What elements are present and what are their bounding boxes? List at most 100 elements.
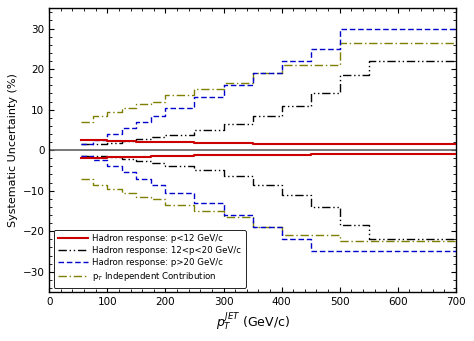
p$_T$ Independent Contribution [163, 100, 168, 104]
p$_T$ Independent Contribution [119, 106, 125, 110]
Hadron response: p>20 GeV/c: (450, 25): p>20 GeV/c: (450, 25) [308, 47, 313, 51]
p$_T$ Independent Contribution [337, 63, 343, 67]
Hadron response: p<12 GeV/c: (700, 1.5): p<12 GeV/c: (700, 1.5) [453, 142, 459, 146]
p$_T$ Independent Contribution [337, 41, 343, 45]
Hadron response: p>20 GeV/c: (400, 19): p>20 GeV/c: (400, 19) [279, 71, 284, 75]
Hadron response: 12<p<20 GeV/c: (550, 18.5): 12<p<20 GeV/c: (550, 18.5) [366, 73, 372, 77]
Hadron response: 12<p<20 GeV/c: (500, 14): 12<p<20 GeV/c: (500, 14) [337, 91, 343, 95]
Hadron response: p>20 GeV/c: (400, 22): p>20 GeV/c: (400, 22) [279, 59, 284, 63]
Hadron response: 12<p<20 GeV/c: (500, 18.5): 12<p<20 GeV/c: (500, 18.5) [337, 73, 343, 77]
Hadron response: p>20 GeV/c: (200, 8.5): p>20 GeV/c: (200, 8.5) [163, 114, 168, 118]
Hadron response: p<12 GeV/c: (150, 2.1): p<12 GeV/c: (150, 2.1) [134, 139, 139, 144]
p$_T$ Independent Contribution [308, 63, 313, 67]
Hadron response: p<12 GeV/c: (400, 1.6): p<12 GeV/c: (400, 1.6) [279, 142, 284, 146]
p$_T$ Independent Contribution [250, 71, 255, 75]
Hadron response: p>20 GeV/c: (350, 16): p>20 GeV/c: (350, 16) [250, 83, 255, 87]
Hadron response: 12<p<20 GeV/c: (200, 3.2): 12<p<20 GeV/c: (200, 3.2) [163, 135, 168, 139]
Hadron response: 12<p<20 GeV/c: (300, 6.5): 12<p<20 GeV/c: (300, 6.5) [221, 122, 227, 126]
p$_T$ Independent Contribution [104, 109, 110, 114]
Line: p$_T$ Independent Contribution: p$_T$ Independent Contribution [81, 43, 456, 122]
Hadron response: p>20 GeV/c: (55, 1.5): p>20 GeV/c: (55, 1.5) [78, 142, 84, 146]
p$_T$ Independent Contribution [90, 114, 96, 118]
p$_T$ Independent Contribution [279, 71, 284, 75]
p$_T$ Independent Contribution [90, 120, 96, 124]
Hadron response: p>20 GeV/c: (250, 13): p>20 GeV/c: (250, 13) [191, 95, 197, 100]
p$_T$ Independent Contribution [148, 100, 154, 104]
Hadron response: p<12 GeV/c: (450, 1.6): p<12 GeV/c: (450, 1.6) [308, 142, 313, 146]
Hadron response: p<12 GeV/c: (200, 1.9): p<12 GeV/c: (200, 1.9) [163, 140, 168, 145]
Hadron response: p>20 GeV/c: (150, 5.5): p>20 GeV/c: (150, 5.5) [134, 126, 139, 130]
Hadron response: p<12 GeV/c: (550, 1.5): p<12 GeV/c: (550, 1.5) [366, 142, 372, 146]
Hadron response: p>20 GeV/c: (75, 2.5): p>20 GeV/c: (75, 2.5) [90, 138, 96, 142]
Hadron response: p>20 GeV/c: (200, 10.5): p>20 GeV/c: (200, 10.5) [163, 106, 168, 110]
Hadron response: p<12 GeV/c: (350, 1.7): p<12 GeV/c: (350, 1.7) [250, 141, 255, 145]
Hadron response: p<12 GeV/c: (400, 1.6): p<12 GeV/c: (400, 1.6) [279, 142, 284, 146]
Hadron response: p<12 GeV/c: (175, 2.1): p<12 GeV/c: (175, 2.1) [148, 139, 154, 144]
Hadron response: p<12 GeV/c: (75, 2.4): p<12 GeV/c: (75, 2.4) [90, 138, 96, 143]
Hadron response: p>20 GeV/c: (125, 4): p>20 GeV/c: (125, 4) [119, 132, 125, 136]
Hadron response: 12<p<20 GeV/c: (55, 1.5): 12<p<20 GeV/c: (55, 1.5) [78, 142, 84, 146]
Hadron response: 12<p<20 GeV/c: (75, 1.5): 12<p<20 GeV/c: (75, 1.5) [90, 142, 96, 146]
p$_T$ Independent Contribution [134, 102, 139, 106]
Hadron response: p>20 GeV/c: (125, 5.5): p>20 GeV/c: (125, 5.5) [119, 126, 125, 130]
Hadron response: 12<p<20 GeV/c: (175, 2.7): 12<p<20 GeV/c: (175, 2.7) [148, 137, 154, 141]
Hadron response: p>20 GeV/c: (500, 25): p>20 GeV/c: (500, 25) [337, 47, 343, 51]
Hadron response: p>20 GeV/c: (100, 4): p>20 GeV/c: (100, 4) [104, 132, 110, 136]
Hadron response: p<12 GeV/c: (100, 2.3): p<12 GeV/c: (100, 2.3) [104, 139, 110, 143]
Hadron response: p>20 GeV/c: (150, 7): p>20 GeV/c: (150, 7) [134, 120, 139, 124]
Hadron response: p<12 GeV/c: (550, 1.5): p<12 GeV/c: (550, 1.5) [366, 142, 372, 146]
Hadron response: p>20 GeV/c: (550, 30): p>20 GeV/c: (550, 30) [366, 27, 372, 31]
p$_T$ Independent Contribution [221, 87, 227, 91]
Hadron response: p<12 GeV/c: (250, 1.8): p<12 GeV/c: (250, 1.8) [191, 141, 197, 145]
Hadron response: p>20 GeV/c: (175, 7): p>20 GeV/c: (175, 7) [148, 120, 154, 124]
Hadron response: 12<p<20 GeV/c: (250, 3.8): 12<p<20 GeV/c: (250, 3.8) [191, 133, 197, 137]
p$_T$ Independent Contribution [163, 93, 168, 98]
Hadron response: p>20 GeV/c: (250, 10.5): p>20 GeV/c: (250, 10.5) [191, 106, 197, 110]
Line: Hadron response: p<12 GeV/c: Hadron response: p<12 GeV/c [81, 140, 456, 144]
Hadron response: p>20 GeV/c: (100, 2.5): p>20 GeV/c: (100, 2.5) [104, 138, 110, 142]
Hadron response: 12<p<20 GeV/c: (300, 5): 12<p<20 GeV/c: (300, 5) [221, 128, 227, 132]
Hadron response: p>20 GeV/c: (350, 19): p>20 GeV/c: (350, 19) [250, 71, 255, 75]
Hadron response: p<12 GeV/c: (75, 2.5): p<12 GeV/c: (75, 2.5) [90, 138, 96, 142]
Hadron response: p<12 GeV/c: (300, 1.7): p<12 GeV/c: (300, 1.7) [221, 141, 227, 145]
Hadron response: p<12 GeV/c: (150, 2.2): p<12 GeV/c: (150, 2.2) [134, 139, 139, 143]
p$_T$ Independent Contribution [119, 109, 125, 114]
p$_T$ Independent Contribution [250, 81, 255, 85]
Hadron response: p<12 GeV/c: (300, 1.8): p<12 GeV/c: (300, 1.8) [221, 141, 227, 145]
p$_T$ Independent Contribution [191, 87, 197, 91]
Legend: Hadron response: p<12 GeV/c, Hadron response: 12<p<20 GeV/c, Hadron response: p>: Hadron response: p<12 GeV/c, Hadron resp… [54, 230, 246, 288]
Hadron response: p<12 GeV/c: (250, 1.9): p<12 GeV/c: (250, 1.9) [191, 140, 197, 145]
Hadron response: p<12 GeV/c: (125, 2.2): p<12 GeV/c: (125, 2.2) [119, 139, 125, 143]
Hadron response: 12<p<20 GeV/c: (125, 2.2): 12<p<20 GeV/c: (125, 2.2) [119, 139, 125, 143]
Hadron response: 12<p<20 GeV/c: (100, 1.5): 12<p<20 GeV/c: (100, 1.5) [104, 142, 110, 146]
Hadron response: 12<p<20 GeV/c: (450, 11): 12<p<20 GeV/c: (450, 11) [308, 104, 313, 108]
Hadron response: 12<p<20 GeV/c: (75, 1.5): 12<p<20 GeV/c: (75, 1.5) [90, 142, 96, 146]
p$_T$ Independent Contribution [366, 41, 372, 45]
Hadron response: 12<p<20 GeV/c: (350, 8.5): 12<p<20 GeV/c: (350, 8.5) [250, 114, 255, 118]
Hadron response: p<12 GeV/c: (350, 1.6): p<12 GeV/c: (350, 1.6) [250, 142, 255, 146]
p$_T$ Independent Contribution [104, 114, 110, 118]
p$_T$ Independent Contribution [221, 81, 227, 85]
p$_T$ Independent Contribution [308, 63, 313, 67]
p$_T$ Independent Contribution [191, 93, 197, 98]
Hadron response: p>20 GeV/c: (700, 30): p>20 GeV/c: (700, 30) [453, 27, 459, 31]
Hadron response: p<12 GeV/c: (125, 2.3): p<12 GeV/c: (125, 2.3) [119, 139, 125, 143]
Hadron response: 12<p<20 GeV/c: (400, 11): 12<p<20 GeV/c: (400, 11) [279, 104, 284, 108]
Hadron response: p<12 GeV/c: (450, 1.5): p<12 GeV/c: (450, 1.5) [308, 142, 313, 146]
p$_T$ Independent Contribution [134, 106, 139, 110]
Hadron response: p>20 GeV/c: (75, 1.5): p>20 GeV/c: (75, 1.5) [90, 142, 96, 146]
Hadron response: p>20 GeV/c: (550, 30): p>20 GeV/c: (550, 30) [366, 27, 372, 31]
Hadron response: 12<p<20 GeV/c: (150, 2.2): 12<p<20 GeV/c: (150, 2.2) [134, 139, 139, 143]
Line: Hadron response: 12<p<20 GeV/c: Hadron response: 12<p<20 GeV/c [81, 61, 456, 144]
p$_T$ Independent Contribution [148, 102, 154, 106]
p$_T$ Independent Contribution [78, 120, 84, 124]
Hadron response: 12<p<20 GeV/c: (125, 1.8): 12<p<20 GeV/c: (125, 1.8) [119, 141, 125, 145]
Hadron response: 12<p<20 GeV/c: (100, 1.8): 12<p<20 GeV/c: (100, 1.8) [104, 141, 110, 145]
Hadron response: 12<p<20 GeV/c: (450, 14): 12<p<20 GeV/c: (450, 14) [308, 91, 313, 95]
Hadron response: 12<p<20 GeV/c: (150, 2.7): 12<p<20 GeV/c: (150, 2.7) [134, 137, 139, 141]
Hadron response: 12<p<20 GeV/c: (175, 3.2): 12<p<20 GeV/c: (175, 3.2) [148, 135, 154, 139]
p$_T$ Independent Contribution [279, 63, 284, 67]
Hadron response: p>20 GeV/c: (175, 8.5): p>20 GeV/c: (175, 8.5) [148, 114, 154, 118]
Hadron response: p<12 GeV/c: (500, 1.5): p<12 GeV/c: (500, 1.5) [337, 142, 343, 146]
p$_T$ Independent Contribution [366, 41, 372, 45]
